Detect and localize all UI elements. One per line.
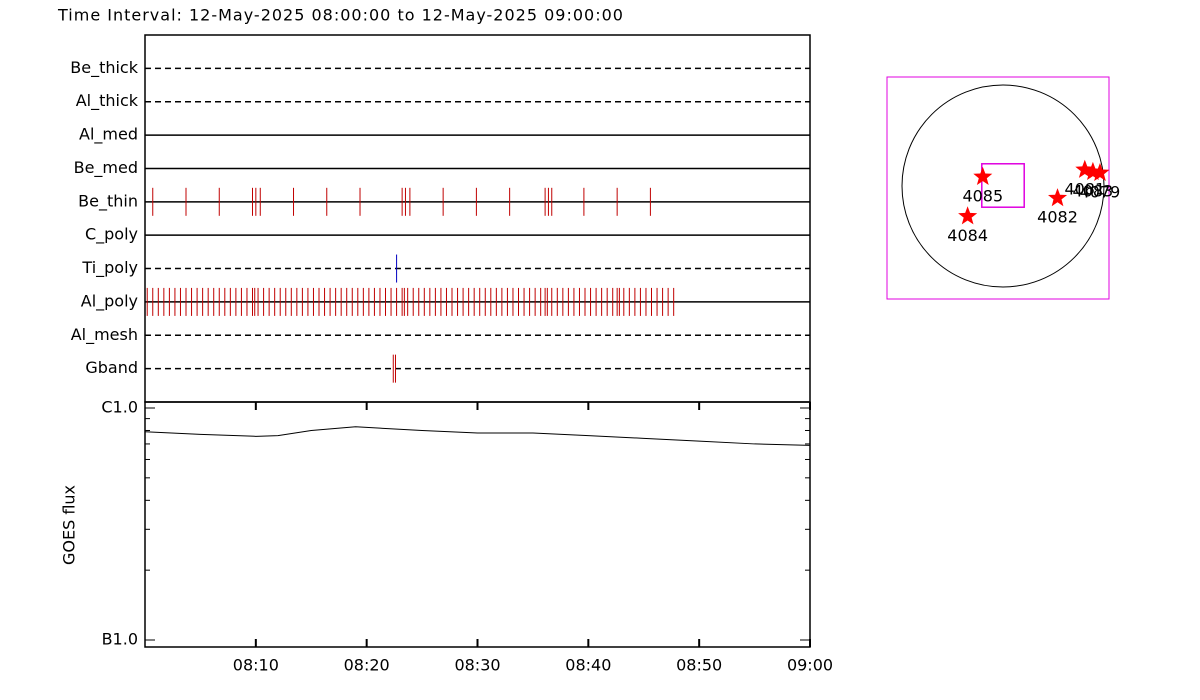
solar-limb [901,84,1105,288]
row-label: C_poly [85,225,138,245]
chart-title: Time Interval: 12-May-2025 08:00:00 to 1… [57,6,624,25]
fov-box [981,163,1025,208]
x-tick-label: 08:20 [344,656,390,675]
row-label: Be_med [74,158,138,178]
region-label: 4084 [947,226,988,245]
map-frame [886,76,1110,300]
region-label: 4082 [1037,208,1078,227]
region-label: 4083 [1073,181,1114,200]
row-label: Be_thick [70,58,138,78]
region-label: 4085 [962,186,1003,205]
region-marker [958,206,978,225]
row-label: Gband [85,358,138,377]
y-axis-label: GOES flux [60,485,79,565]
goes-frame [144,401,811,648]
region-marker [1048,188,1068,207]
region-label: 4081 [1064,179,1105,198]
region-marker [973,166,993,185]
x-tick-label: 09:00 [787,656,833,675]
row-label: Al_thick [76,91,139,111]
x-tick-label: 08:40 [565,656,611,675]
row-label: Al_poly [81,291,138,311]
region-marker [1090,162,1110,181]
timeline-frame [144,34,811,403]
goes-curve [144,426,811,446]
x-tick-label: 08:50 [676,656,722,675]
y-tick-label: C1.0 [101,398,138,417]
region-label: 4079 [1080,182,1121,201]
y-tick-label: B1.0 [102,630,138,649]
row-label: Al_med [79,125,138,145]
row-label: Be_thin [78,191,138,211]
row-label: Al_mesh [71,325,138,345]
x-tick-label: 08:10 [233,656,279,675]
x-tick-label: 08:30 [454,656,500,675]
row-label: Ti_poly [81,258,138,278]
